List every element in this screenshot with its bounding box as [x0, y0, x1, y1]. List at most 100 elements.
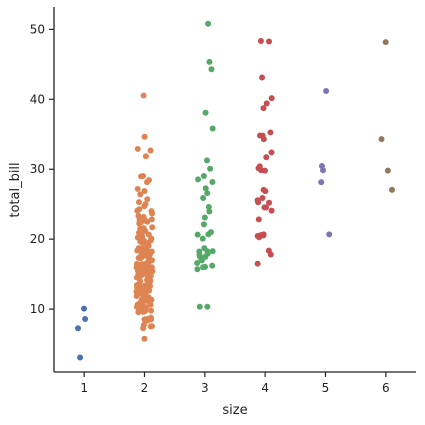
data-point: [256, 234, 263, 241]
data-point: [194, 260, 201, 267]
data-point: [133, 304, 140, 311]
data-point: [259, 74, 266, 81]
data-point: [255, 216, 262, 223]
data-point: [77, 354, 84, 361]
data-point: [148, 216, 155, 223]
data-point: [209, 125, 216, 132]
data-point: [144, 179, 151, 186]
y-tick-label: 10: [30, 302, 45, 316]
x-tick-label: 4: [261, 381, 269, 395]
data-point: [134, 207, 141, 214]
data-point: [257, 38, 264, 45]
data-point: [133, 292, 140, 299]
data-point: [268, 149, 275, 156]
data-point: [141, 335, 148, 342]
data-point: [204, 157, 210, 164]
data-point: [263, 154, 270, 161]
data-point: [389, 186, 396, 193]
x-axis-ticks: 1 2 3 4 5 6: [80, 372, 390, 395]
y-tick-label: 20: [30, 232, 45, 246]
x-tick-label: 2: [141, 381, 149, 395]
data-point: [144, 317, 151, 324]
data-point: [134, 145, 141, 152]
data-point: [204, 190, 211, 197]
data-point: [268, 95, 275, 102]
data-point: [196, 303, 203, 310]
data-point: [82, 316, 89, 322]
data-point: [143, 297, 150, 304]
data-point: [147, 147, 154, 154]
data-point: [140, 325, 147, 332]
data-point: [262, 188, 269, 195]
data-point: [75, 325, 82, 332]
data-point: [148, 307, 154, 314]
data-point: [147, 237, 154, 244]
data-point: [200, 194, 207, 201]
data-point: [198, 257, 205, 264]
data-point: [138, 173, 145, 180]
data-point: [149, 210, 156, 217]
data-point: [209, 262, 216, 269]
data-point: [144, 196, 151, 203]
data-point: [147, 301, 154, 308]
data-point: [255, 199, 262, 206]
data-point: [201, 214, 208, 221]
data-point: [202, 185, 209, 192]
data-point: [384, 167, 391, 174]
data-point: [81, 305, 88, 312]
data-point: [144, 218, 151, 225]
data-point: [209, 179, 216, 186]
x-tick-label: 5: [322, 381, 330, 395]
data-point: [136, 199, 143, 206]
data-point: [200, 221, 207, 228]
data-point: [202, 109, 209, 116]
data-point: [194, 231, 201, 238]
data-point: [378, 136, 385, 143]
data-point: [260, 105, 267, 112]
data-point: [206, 58, 213, 65]
data-point: [194, 266, 201, 273]
data-point: [199, 235, 206, 242]
data-point: [323, 87, 330, 94]
x-axis-label: size: [222, 403, 247, 418]
data-point: [267, 251, 274, 258]
data-point: [205, 231, 212, 238]
data-point: [206, 208, 213, 215]
data-point: [254, 260, 261, 267]
data-point: [200, 264, 207, 271]
data-point: [208, 66, 215, 73]
data-point: [266, 38, 273, 45]
data-point: [205, 204, 212, 211]
y-tick-label: 40: [30, 92, 45, 106]
data-point: [142, 153, 149, 160]
data-point: [258, 167, 265, 174]
data-point: [147, 323, 154, 330]
data-point: [140, 308, 147, 315]
data-point: [209, 248, 216, 255]
data-point: [134, 185, 141, 192]
x-tick-label: 3: [201, 381, 209, 395]
data-point: [260, 136, 267, 143]
y-tick-label: 30: [30, 162, 45, 176]
data-point: [137, 255, 144, 262]
data-point: [382, 39, 389, 46]
y-tick-label: 50: [30, 22, 45, 36]
data-point: [135, 309, 142, 316]
data-point: [318, 179, 325, 186]
data-points: [75, 20, 396, 361]
data-point: [263, 204, 270, 211]
data-point: [137, 191, 144, 198]
data-point: [200, 173, 207, 179]
data-point: [141, 203, 148, 210]
y-axis-label: total_bill: [8, 162, 23, 217]
data-point: [263, 100, 270, 107]
data-point: [204, 303, 211, 310]
data-point: [136, 220, 143, 227]
data-point: [205, 20, 212, 27]
data-point: [320, 167, 327, 174]
data-point: [268, 207, 275, 214]
data-point: [326, 231, 333, 238]
data-point: [267, 129, 274, 136]
data-point: [141, 188, 148, 195]
